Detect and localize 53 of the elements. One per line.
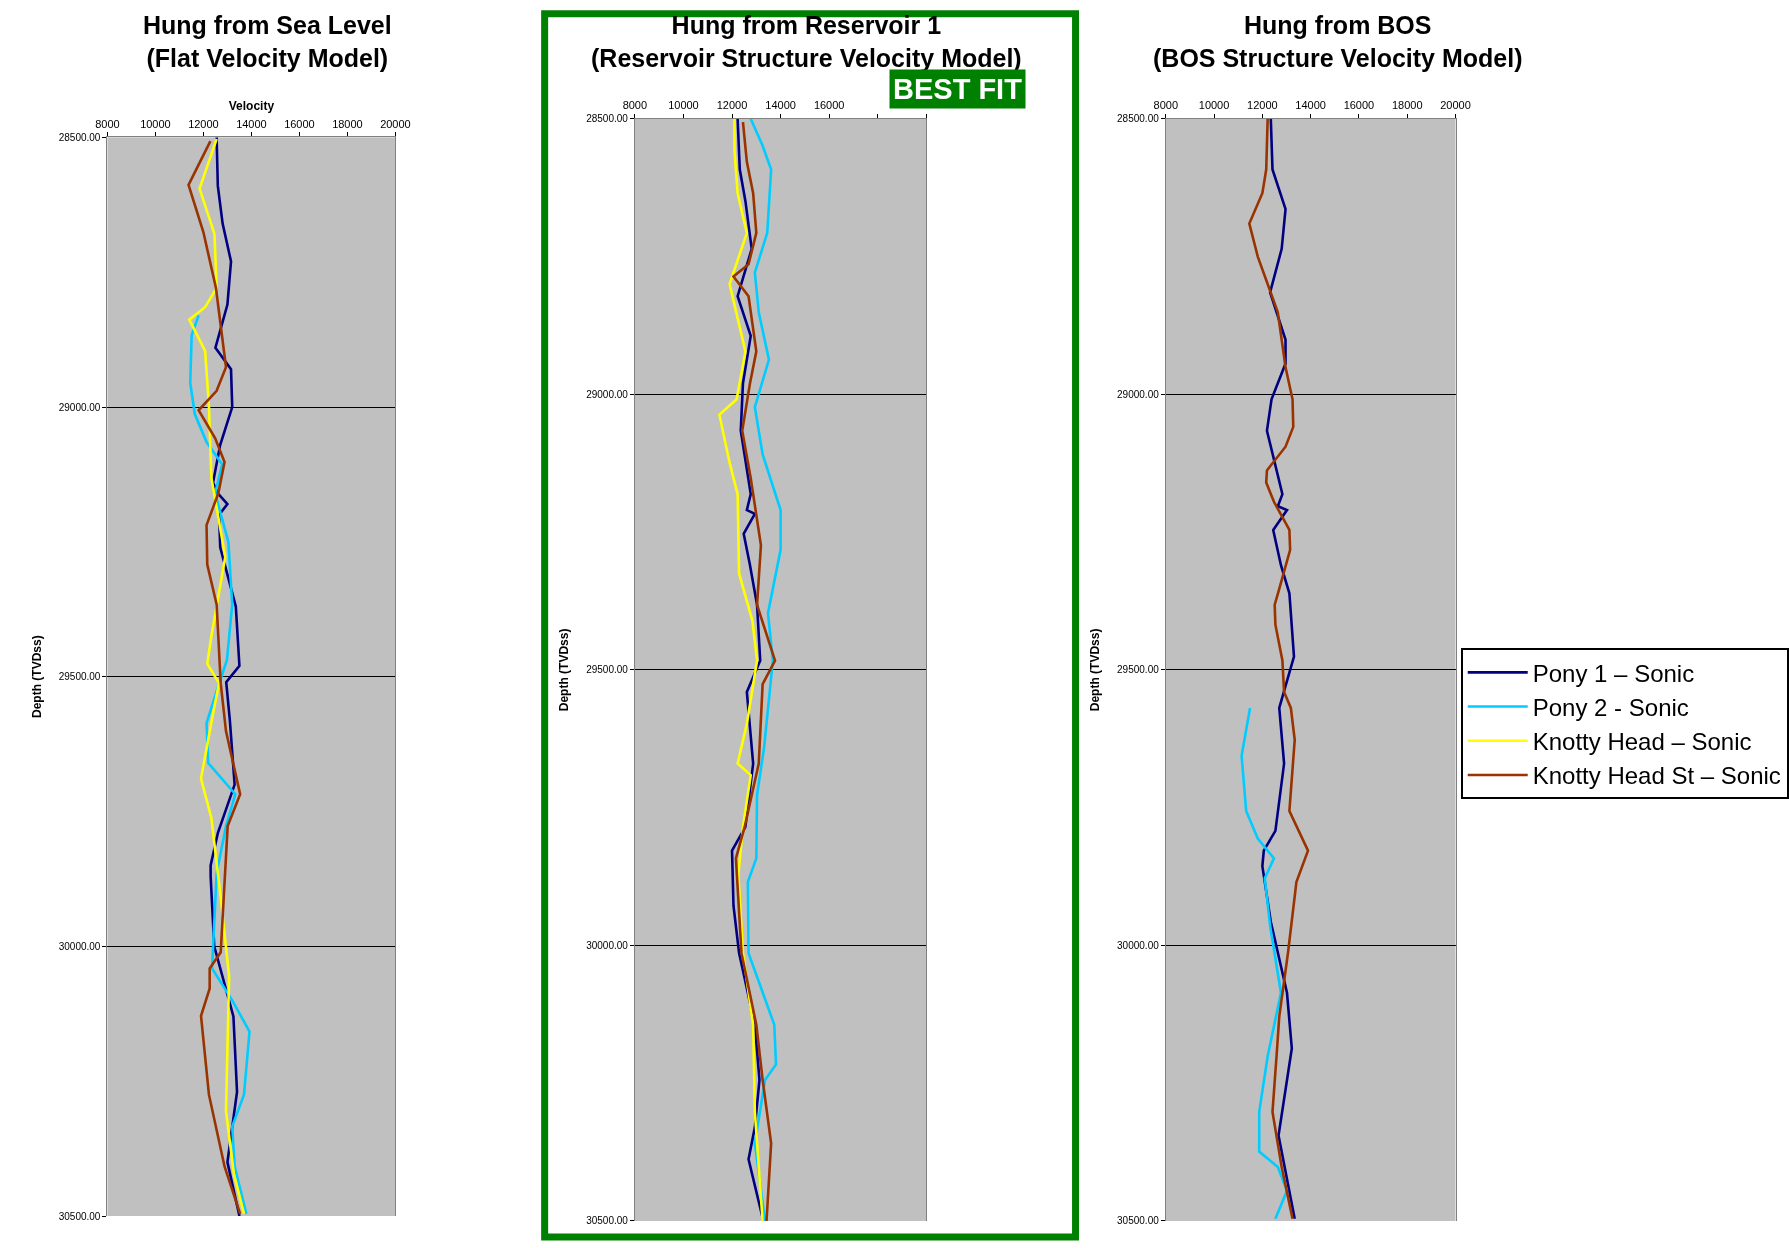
y-tick-label: 29000.00 bbox=[586, 388, 629, 400]
x-tick-label: 14000 bbox=[236, 117, 267, 130]
y-tick-label: 28500.00 bbox=[586, 113, 629, 125]
y-tick-label: 30500.00 bbox=[1117, 1215, 1160, 1227]
x-tick-label: 16000 bbox=[284, 117, 315, 130]
x-tick-label: 18000 bbox=[332, 117, 363, 130]
x-tick-label: 16000 bbox=[813, 99, 845, 112]
y-axis-title: Depth (TVDss) bbox=[30, 635, 45, 719]
x-tick-label: 8000 bbox=[1153, 99, 1179, 112]
y-tick-label: 29000.00 bbox=[1117, 388, 1160, 400]
y-tick-label: 28500.00 bbox=[58, 131, 101, 143]
x-tick-label: 14000 bbox=[1295, 99, 1326, 112]
line-series bbox=[1261, 118, 1297, 1221]
line-series bbox=[188, 314, 251, 1216]
line-series bbox=[718, 118, 764, 1221]
x-tick-label: 18000 bbox=[1391, 99, 1423, 112]
x-tick-label: 12000 bbox=[716, 99, 748, 112]
y-tick-label: 30000.00 bbox=[586, 939, 629, 951]
x-tick-label: 16000 bbox=[1343, 99, 1375, 112]
y-tick-label: 29500.00 bbox=[58, 671, 101, 683]
legend-label: Pony 1 – Sonic bbox=[1532, 659, 1695, 687]
x-axis-title: Velocity bbox=[228, 99, 275, 114]
text: BEST FIT bbox=[893, 73, 1023, 105]
line-series bbox=[732, 120, 777, 1221]
x-tick-label: 20000 bbox=[380, 117, 411, 130]
x-tick-label: 10000 bbox=[668, 99, 699, 112]
line-series bbox=[1248, 118, 1310, 1221]
x-tick-label: 10000 bbox=[140, 117, 171, 130]
chart-title: Hung from BOS (BOS Structure Velocity Model) bbox=[1153, 11, 1523, 72]
legend-label: Knotty Head St – Sonic bbox=[1532, 762, 1781, 790]
x-tick-label: 12000 bbox=[1247, 99, 1278, 112]
legend-label: Knotty Head – Sonic bbox=[1532, 728, 1752, 756]
x-tick-label: 10000 bbox=[1198, 99, 1230, 112]
y-axis-title: Depth (TVDss) bbox=[1088, 628, 1103, 712]
x-tick-label: 8000 bbox=[622, 99, 648, 112]
y-tick-label: 29500.00 bbox=[586, 664, 629, 676]
y-tick-label: 29500.00 bbox=[1117, 664, 1160, 676]
y-tick-label: 30500.00 bbox=[58, 1210, 101, 1222]
x-tick-label: 8000 bbox=[95, 117, 120, 130]
chart-title: Hung from Sea Level (Flat Velocity Model) bbox=[143, 11, 392, 72]
chart-title: Hung from Reservoir 1 (Reservoir Structure Velocity Model) bbox=[591, 11, 1022, 72]
x-tick-label: 14000 bbox=[765, 99, 796, 112]
y-tick-label: 30000.00 bbox=[1117, 939, 1160, 951]
y-axis-title: Depth (TVDss) bbox=[557, 628, 572, 712]
x-tick-label: 20000 bbox=[1440, 99, 1471, 112]
line-series bbox=[1240, 706, 1289, 1221]
line-series bbox=[746, 118, 782, 1221]
y-tick-label: 28500.00 bbox=[1117, 113, 1160, 125]
y-tick-label: 30000.00 bbox=[58, 940, 101, 952]
x-tick-label: 12000 bbox=[188, 117, 219, 130]
y-tick-label: 30500.00 bbox=[586, 1215, 629, 1227]
y-tick-label: 29000.00 bbox=[58, 401, 101, 413]
legend-label: Pony 2 - Sonic bbox=[1532, 693, 1689, 721]
